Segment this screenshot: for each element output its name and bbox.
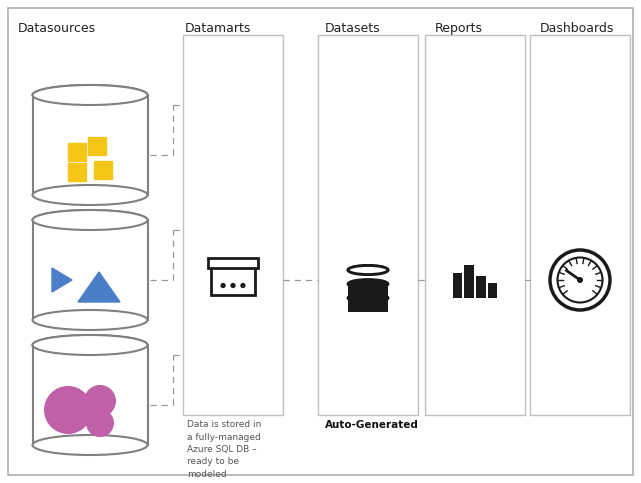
Ellipse shape <box>33 335 147 355</box>
Ellipse shape <box>33 85 147 105</box>
Polygon shape <box>52 268 72 292</box>
Bar <box>453 273 462 298</box>
FancyBboxPatch shape <box>318 35 418 415</box>
Circle shape <box>240 283 246 288</box>
Bar <box>476 276 486 298</box>
Bar <box>465 265 474 298</box>
Circle shape <box>84 385 116 417</box>
Circle shape <box>558 257 603 302</box>
Bar <box>348 284 388 298</box>
Text: Reports: Reports <box>435 22 483 35</box>
Ellipse shape <box>348 280 388 288</box>
Bar <box>88 137 106 155</box>
Bar <box>211 267 255 296</box>
Text: Auto-Generated: Auto-Generated <box>325 420 419 430</box>
Circle shape <box>44 386 92 434</box>
FancyBboxPatch shape <box>425 35 525 415</box>
Ellipse shape <box>33 185 147 205</box>
Circle shape <box>230 283 236 288</box>
Ellipse shape <box>348 266 388 274</box>
Circle shape <box>550 250 610 310</box>
Circle shape <box>577 277 583 283</box>
Text: Datamarts: Datamarts <box>185 22 251 35</box>
Bar <box>33 220 147 320</box>
Ellipse shape <box>33 85 147 105</box>
Text: Datasets: Datasets <box>325 22 381 35</box>
Bar <box>488 283 497 298</box>
Bar <box>33 345 147 445</box>
Text: Datasources: Datasources <box>18 22 96 35</box>
Text: Data is stored in
a fully-managed
Azure SQL DB –
ready to be
modeled
and consume: Data is stored in a fully-managed Azure … <box>187 420 262 483</box>
Circle shape <box>221 283 226 288</box>
Bar <box>208 258 258 268</box>
Bar <box>94 161 112 179</box>
Polygon shape <box>78 272 120 302</box>
Ellipse shape <box>33 210 147 230</box>
FancyBboxPatch shape <box>8 8 633 475</box>
Text: Dashboards: Dashboards <box>540 22 614 35</box>
Ellipse shape <box>33 310 147 330</box>
Ellipse shape <box>33 210 147 230</box>
Ellipse shape <box>33 435 147 455</box>
Bar <box>68 163 86 181</box>
Ellipse shape <box>348 266 388 274</box>
Bar <box>68 143 86 161</box>
FancyBboxPatch shape <box>530 35 630 415</box>
FancyBboxPatch shape <box>183 35 283 415</box>
Bar <box>33 95 147 195</box>
Ellipse shape <box>33 335 147 355</box>
Circle shape <box>86 409 114 437</box>
Ellipse shape <box>348 294 388 302</box>
Bar <box>348 298 388 312</box>
